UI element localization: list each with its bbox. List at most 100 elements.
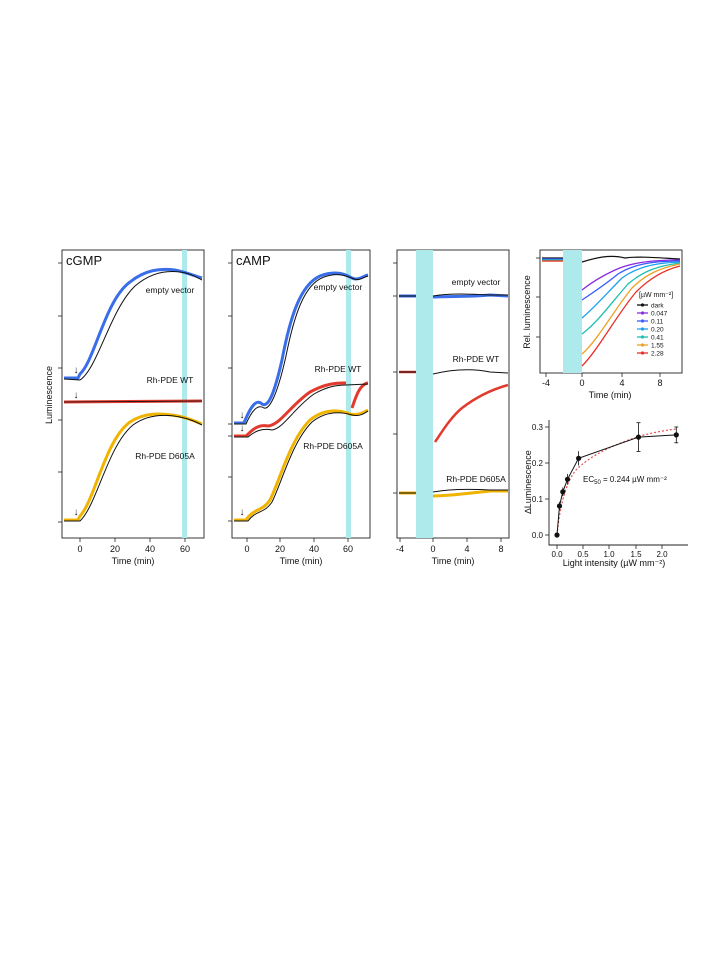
- label-rh-pde-wt: Rh-PDE WT: [453, 354, 500, 364]
- legend-entry: 0.047: [637, 311, 668, 318]
- series-rh-pde-d605a-yellow: [64, 412, 203, 522]
- legend-label: 2.28: [651, 351, 664, 358]
- point-marker: [564, 476, 571, 482]
- panel-dose-axes: [548, 420, 688, 546]
- panel-zoom-yticks: [393, 262, 397, 494]
- point-marker: [556, 503, 563, 509]
- relative-legend: [µW mm⁻²] dark 0.047 0.11 0.20: [637, 292, 673, 358]
- panel-camp-yticks: [228, 262, 232, 522]
- label-empty-vector: empty vector: [146, 285, 195, 295]
- point-marker: [554, 532, 560, 538]
- legend-label: 0.047: [651, 311, 668, 318]
- ec50-main: EC: [583, 475, 594, 484]
- legend-entry: 0.41: [637, 335, 664, 342]
- legend-dot: [640, 303, 645, 307]
- legend-entry: dark: [637, 303, 664, 310]
- series-rh-pde-wt: Rh-PDE WT ↓: [63, 375, 203, 404]
- series-rh-pde-wt-red: [399, 370, 509, 443]
- legend-dot: [640, 351, 645, 355]
- panel-cgmp-ylabel: Luminescence: [44, 366, 54, 424]
- series-empty-vector: empty vector ↓: [234, 271, 369, 425]
- stimulus-arrow: ↓: [240, 410, 245, 421]
- data-point: [673, 426, 679, 444]
- y-tick-label: 0.1: [532, 495, 544, 504]
- panel-dose-yticks: 0.0 0.1 0.2 0.3: [532, 423, 549, 540]
- panel-camp-xlabel: Time (min): [280, 556, 323, 566]
- x-tick-label: 4: [464, 544, 469, 554]
- legend-entry: 0.20: [637, 327, 664, 334]
- series-empty-vector: empty vector ↓: [63, 267, 203, 381]
- x-tick-label: 0.5: [577, 550, 589, 559]
- panel-relative-xticks: -4 0 4 8: [542, 373, 663, 388]
- x-tick-label: 20: [275, 544, 285, 554]
- trace-2-28: [542, 260, 681, 367]
- x-tick-label: 0: [430, 544, 435, 554]
- legend-label: 0.20: [651, 327, 664, 334]
- panel-cgmp-xlabel: Time (min): [112, 556, 155, 566]
- point-marker: [560, 489, 566, 495]
- relative-traces: [542, 255, 681, 367]
- data-point: [635, 422, 642, 452]
- x-tick-label: 0: [77, 544, 82, 554]
- panel-dose-xlabel: Light intensity (µW mm⁻²): [563, 558, 665, 568]
- legend-title: [µW mm⁻²]: [639, 292, 673, 299]
- legend-dot: [640, 335, 645, 339]
- series-rh-pde-wt-black: [234, 383, 369, 438]
- series-rh-pde-wt-red: [234, 381, 369, 438]
- data-point: [554, 532, 560, 538]
- panel-camp: cAMP 0 20 40 60 Time (min) empty vector …: [228, 249, 371, 566]
- x-tick-label: 0.0: [551, 550, 563, 559]
- legend-entry: 0.11: [637, 319, 664, 326]
- series-rh-pde-d605a-yellow: [234, 408, 369, 522]
- x-tick-label: 0: [579, 378, 584, 388]
- trace-0-41: [542, 259, 681, 335]
- series-empty-vector-black: [63, 270, 203, 381]
- x-tick-label: -4: [542, 378, 550, 388]
- x-tick-label: 60: [343, 544, 353, 554]
- label-empty-vector: empty vector: [314, 282, 363, 292]
- series-rh-pde-wt-black: [63, 400, 203, 403]
- y-tick-label: 0.3: [532, 423, 544, 432]
- x-tick-label: 4: [619, 378, 624, 388]
- stimulus-arrow: ↓: [74, 507, 79, 518]
- series-empty-vector-black: [234, 274, 369, 425]
- panel-zoom-xlabel: Time (min): [432, 556, 475, 566]
- panel-camp-title: cAMP: [236, 253, 271, 268]
- ec50-tail: = 0.244 µW mm⁻²: [601, 475, 667, 484]
- series-rh-pde-wt: Rh-PDE WT ↓: [234, 364, 369, 438]
- x-tick-label: 2.0: [656, 550, 668, 559]
- series-empty-vector: empty vector: [399, 277, 509, 299]
- legend-label: 0.41: [651, 335, 664, 342]
- series-rh-pde-d605a: Rh-PDE D605A ↓: [234, 408, 369, 522]
- panel-relative-light-band: [563, 250, 582, 373]
- data-point: [576, 451, 582, 466]
- stimulus-arrow: ↓: [240, 507, 245, 518]
- panel-cgmp-frame: [61, 249, 205, 539]
- data-point: [560, 487, 566, 497]
- x-tick-label: 60: [180, 544, 190, 554]
- trace-0-11: [542, 258, 681, 301]
- panel-camp-xticks: 0 20 40 60: [244, 538, 353, 554]
- x-tick-label: 0: [244, 544, 249, 554]
- x-tick-label: 8: [498, 544, 503, 554]
- x-tick-label: -4: [396, 544, 404, 554]
- stimulus-arrow: ↓: [240, 423, 245, 434]
- dose-connecting-line: [556, 434, 677, 536]
- stimulus-arrow: ↓: [74, 365, 79, 376]
- panel-cgmp-xticks: 0 20 40 60: [77, 538, 190, 554]
- legend-entry: 1.55: [637, 343, 664, 350]
- stimulus-arrow: ↓: [74, 390, 79, 401]
- panel-relative-ylabel: Rel. luminescence: [522, 275, 532, 349]
- series-rh-pde-d605a: Rh-PDE D605A ↓: [64, 412, 203, 522]
- series-empty-vector-black: [399, 293, 508, 297]
- label-rh-pde-d605a: Rh-PDE D605A: [303, 441, 363, 451]
- panel-dose-ylabel: ∆Luminescence: [523, 450, 533, 514]
- legend-label: 0.11: [651, 319, 664, 326]
- panel-zoom-frame: [396, 249, 510, 539]
- series-rh-pde-d605a-black: [234, 410, 369, 522]
- x-tick-label: 1.5: [630, 550, 642, 559]
- trace-dark: [542, 255, 681, 263]
- series-rh-pde-d605a-black: [399, 488, 508, 494]
- panel-cgmp-light-band: [182, 250, 187, 538]
